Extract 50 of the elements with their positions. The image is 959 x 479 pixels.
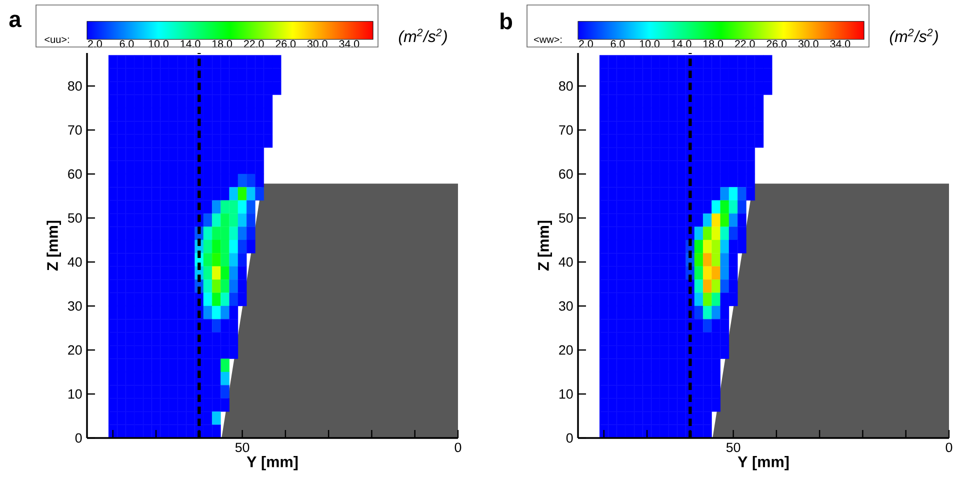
x-tick-label: 0 <box>454 442 462 452</box>
x-axis-title: Y [mm] <box>738 456 789 470</box>
text: (m$^{2}$/s$^{2}$) <box>398 28 447 46</box>
color-bar-label: 26.0 <box>766 40 787 48</box>
y-tick-label: 20 <box>68 345 82 355</box>
y-tick-label: 80 <box>559 81 573 91</box>
x-tick-label: 50 <box>235 442 250 452</box>
color-bar-title: <uu>: <box>44 37 69 43</box>
color-bar-label: 10.0 <box>148 40 168 48</box>
y-tick-label: 50 <box>68 213 82 223</box>
y-tick-label: 70 <box>68 125 82 135</box>
y-tick-label: 40 <box>68 257 82 267</box>
y-axis-title: Z [mm] <box>46 220 61 271</box>
y-tick-label: 60 <box>559 169 573 179</box>
y-tick-label: 30 <box>558 301 573 311</box>
y-tick-label: 50 <box>559 213 573 223</box>
color-bar-label: 14.0 <box>672 40 692 48</box>
y-tick-label: 30 <box>68 301 82 311</box>
color-bar-label: 6.0 <box>610 40 625 48</box>
x-axis-title: Y [mm] <box>246 456 298 470</box>
color-bar-label: 18.0 <box>704 40 724 48</box>
x-tick-label: 0 <box>946 442 952 452</box>
y-axis-title: Z [mm] <box>538 220 552 271</box>
color-bar-title: <ww>: <box>534 37 562 43</box>
color-bar-label: 6.0 <box>120 40 134 48</box>
y-tick-label: 10 <box>68 389 82 399</box>
color-bar-label: 2.0 <box>579 40 593 48</box>
chart-title: a <box>9 14 22 28</box>
y-tick-label: 70 <box>559 125 573 135</box>
y-tick-label: 60 <box>68 169 82 179</box>
y-tick-label: 0 <box>75 433 82 443</box>
chart-title: b <box>500 12 512 30</box>
color-bar-label: 26.0 <box>276 40 296 48</box>
color-bar-label: 22.0 <box>244 40 264 48</box>
color-bar-label: 2.0 <box>88 40 102 48</box>
y-tick-label: 80 <box>68 81 82 91</box>
color-bar-label: 30.0 <box>798 40 818 48</box>
color-bar-label: 10.0 <box>640 40 660 48</box>
y-tick-label: 20 <box>559 345 573 355</box>
text: (m$^{2}$/s$^{2}$) <box>890 28 938 46</box>
color-bar-label: 34.0 <box>830 40 850 48</box>
x-tick-label: 50 <box>726 442 740 452</box>
y-tick-label: 10 <box>559 389 573 399</box>
color-bar-label: 18.0 <box>212 40 232 48</box>
color-bar-label: 34.0 <box>339 40 360 48</box>
color-bar-label: 22.0 <box>735 40 755 48</box>
color-bar-label: 30.0 <box>307 40 328 48</box>
y-tick-label: 0 <box>566 433 573 443</box>
color-bar-label: 14.0 <box>180 40 200 48</box>
y-tick-label: 40 <box>558 257 573 267</box>
